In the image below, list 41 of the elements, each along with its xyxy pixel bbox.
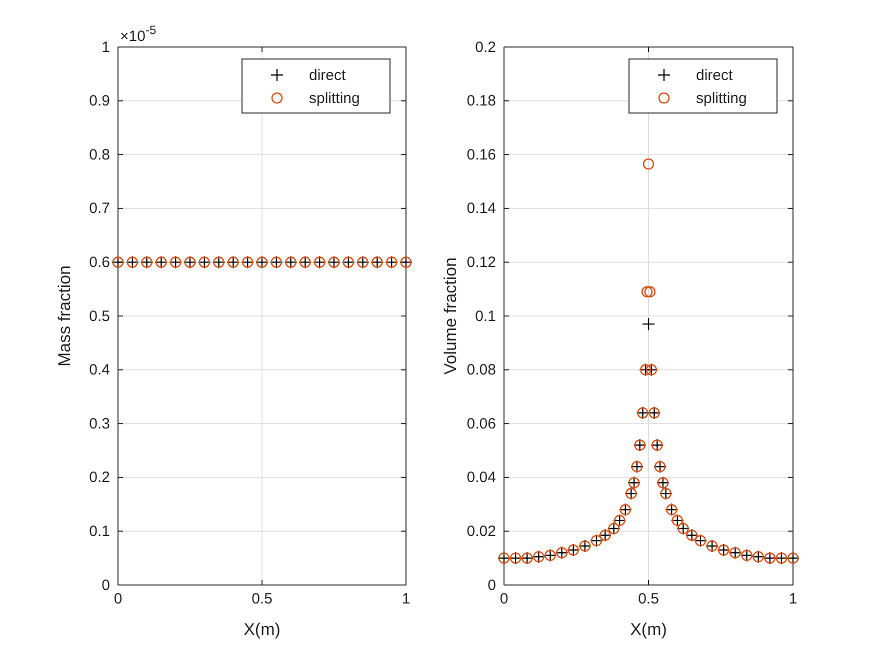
y-tick-label: 0.12 [466,254,496,271]
point [642,317,656,331]
y-tick-label: 0.08 [466,362,496,379]
legend-label: splitting [696,90,747,107]
text: ×10$^{-5}$ [120,23,156,45]
y-tick-label: 0.1 [475,308,496,325]
x-tick-label: 1 [788,590,798,608]
y-tick-label: 0 [488,576,496,594]
y-tick-label: 0.18 [466,92,496,110]
y-tick-label: 0.9 [89,92,110,110]
x-tick-label: 0.5 [252,590,272,608]
y-tick-label: 0.1 [89,523,110,540]
x-tick-label: 0 [500,590,508,608]
x-axis-title: X(m) [630,620,667,639]
y-tick-label: 0.14 [466,200,496,218]
y-tick-label: 0.7 [89,200,110,218]
y-tick-label: 1 [102,38,110,56]
x-tick-label: 1 [402,590,410,608]
legend-label: direct [696,67,734,84]
x-axis-title: X(m) [244,620,280,639]
legend-label: direct [309,67,347,84]
y-tick-label: 0.4 [89,362,110,379]
legend-label: splitting [309,90,360,107]
y-tick-label: 0.04 [466,469,496,486]
y-tick-label: 0.6 [89,254,110,271]
x-tick-label: 0.5 [638,590,659,608]
y-tick-label: 0 [102,576,110,594]
point [641,286,653,298]
y-tick-label: 0.16 [466,146,496,164]
point [644,286,656,298]
point [642,158,654,170]
y-tick-label: 0.2 [89,469,110,486]
y-tick-label: 0.3 [89,415,110,432]
x-tick-label: 0 [114,590,122,608]
y-axis-title: Volume fraction [441,257,460,375]
y-tick-label: 0.5 [89,308,110,325]
y-tick-label: 0.8 [89,146,110,164]
y-tick-label: 0.06 [466,415,496,432]
y-axis-title: Mass fraction [55,265,74,367]
y-tick-label: 0.02 [466,523,496,540]
y-tick-label: 0.2 [475,38,496,56]
